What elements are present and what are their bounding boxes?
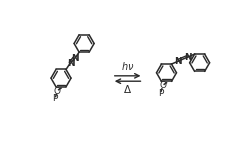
Text: P: P [52, 94, 58, 103]
Text: O: O [159, 81, 166, 90]
Text: $h\nu$: $h\nu$ [121, 60, 134, 72]
Text: $\Delta$: $\Delta$ [123, 83, 132, 95]
Text: N: N [175, 57, 182, 66]
Text: N: N [71, 54, 78, 63]
Text: O: O [54, 87, 61, 96]
Text: P: P [158, 89, 163, 98]
Text: N: N [67, 59, 74, 68]
Text: N: N [184, 53, 191, 62]
